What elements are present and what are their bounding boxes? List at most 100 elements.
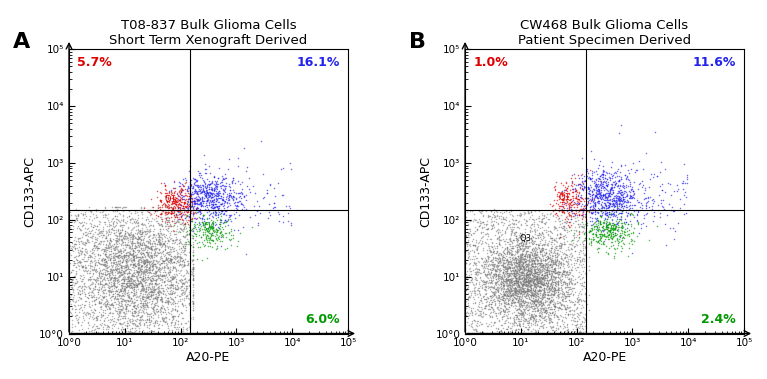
Point [194, 206, 206, 212]
Point [183, 301, 196, 307]
Point [525, 289, 537, 295]
Point [531, 290, 543, 296]
Point [123, 316, 136, 323]
Point [529, 255, 542, 261]
Point [548, 236, 560, 242]
Point [506, 243, 518, 249]
Point [558, 281, 571, 287]
Point [203, 199, 216, 205]
Point [564, 219, 576, 225]
Point [551, 263, 564, 269]
Point [107, 250, 120, 256]
Point [92, 227, 104, 233]
Point [493, 215, 505, 221]
Point [178, 291, 190, 297]
Point [208, 186, 220, 193]
Point [120, 281, 132, 287]
Point [100, 251, 112, 257]
Point [523, 269, 535, 276]
Point [489, 298, 502, 304]
Point [87, 276, 100, 282]
Point [125, 276, 137, 282]
Point [179, 233, 191, 240]
Point [521, 274, 533, 280]
Point [521, 320, 533, 326]
Point [608, 213, 621, 219]
Point [73, 327, 85, 333]
Point [173, 189, 185, 195]
Point [178, 224, 190, 230]
Point [94, 304, 106, 310]
Point [224, 212, 236, 218]
Point [501, 276, 513, 282]
Point [135, 266, 147, 273]
Point [496, 263, 509, 269]
Point [179, 233, 191, 240]
Point [100, 280, 112, 287]
Point [509, 231, 522, 237]
Point [636, 184, 648, 190]
Point [110, 284, 123, 290]
Point [548, 288, 560, 294]
Point [501, 293, 513, 299]
Point [534, 298, 546, 304]
Point [174, 225, 186, 231]
Point [134, 250, 146, 256]
Point [112, 226, 124, 232]
Point [495, 293, 507, 299]
Point [476, 315, 488, 321]
Point [91, 268, 104, 274]
Point [132, 247, 144, 253]
Point [522, 276, 535, 282]
Point [173, 187, 186, 193]
Point [190, 182, 202, 188]
Point [506, 257, 518, 263]
Point [94, 218, 106, 224]
Point [92, 207, 104, 213]
Point [248, 204, 260, 210]
Point [505, 301, 517, 307]
Point [478, 224, 490, 230]
Point [469, 266, 481, 273]
Point [567, 193, 579, 199]
Point [471, 255, 483, 261]
Point [75, 273, 87, 279]
Point [134, 301, 146, 307]
Point [170, 195, 183, 201]
Point [146, 281, 158, 287]
Point [118, 254, 130, 260]
Point [106, 288, 118, 294]
Point [535, 288, 547, 294]
Point [141, 228, 153, 234]
Point [515, 235, 528, 241]
Point [477, 229, 489, 235]
Point [588, 199, 601, 205]
Point [522, 208, 534, 215]
Point [500, 306, 512, 312]
Point [89, 260, 101, 266]
Point [499, 304, 511, 310]
Point [486, 299, 499, 305]
Point [548, 273, 561, 279]
Point [161, 197, 173, 204]
Point [125, 275, 137, 281]
Point [125, 252, 137, 258]
Point [136, 266, 148, 272]
Point [140, 263, 153, 269]
Point [117, 288, 129, 294]
Point [562, 197, 574, 203]
Point [519, 265, 532, 271]
Point [204, 235, 216, 241]
Point [522, 268, 535, 274]
Point [491, 330, 503, 337]
Point [198, 191, 210, 197]
Point [562, 291, 574, 297]
Point [105, 269, 117, 276]
Point [132, 281, 144, 287]
Point [184, 266, 196, 272]
Point [76, 264, 88, 270]
Point [118, 269, 130, 276]
Point [538, 282, 551, 288]
Point [481, 226, 493, 232]
Point [97, 250, 109, 256]
